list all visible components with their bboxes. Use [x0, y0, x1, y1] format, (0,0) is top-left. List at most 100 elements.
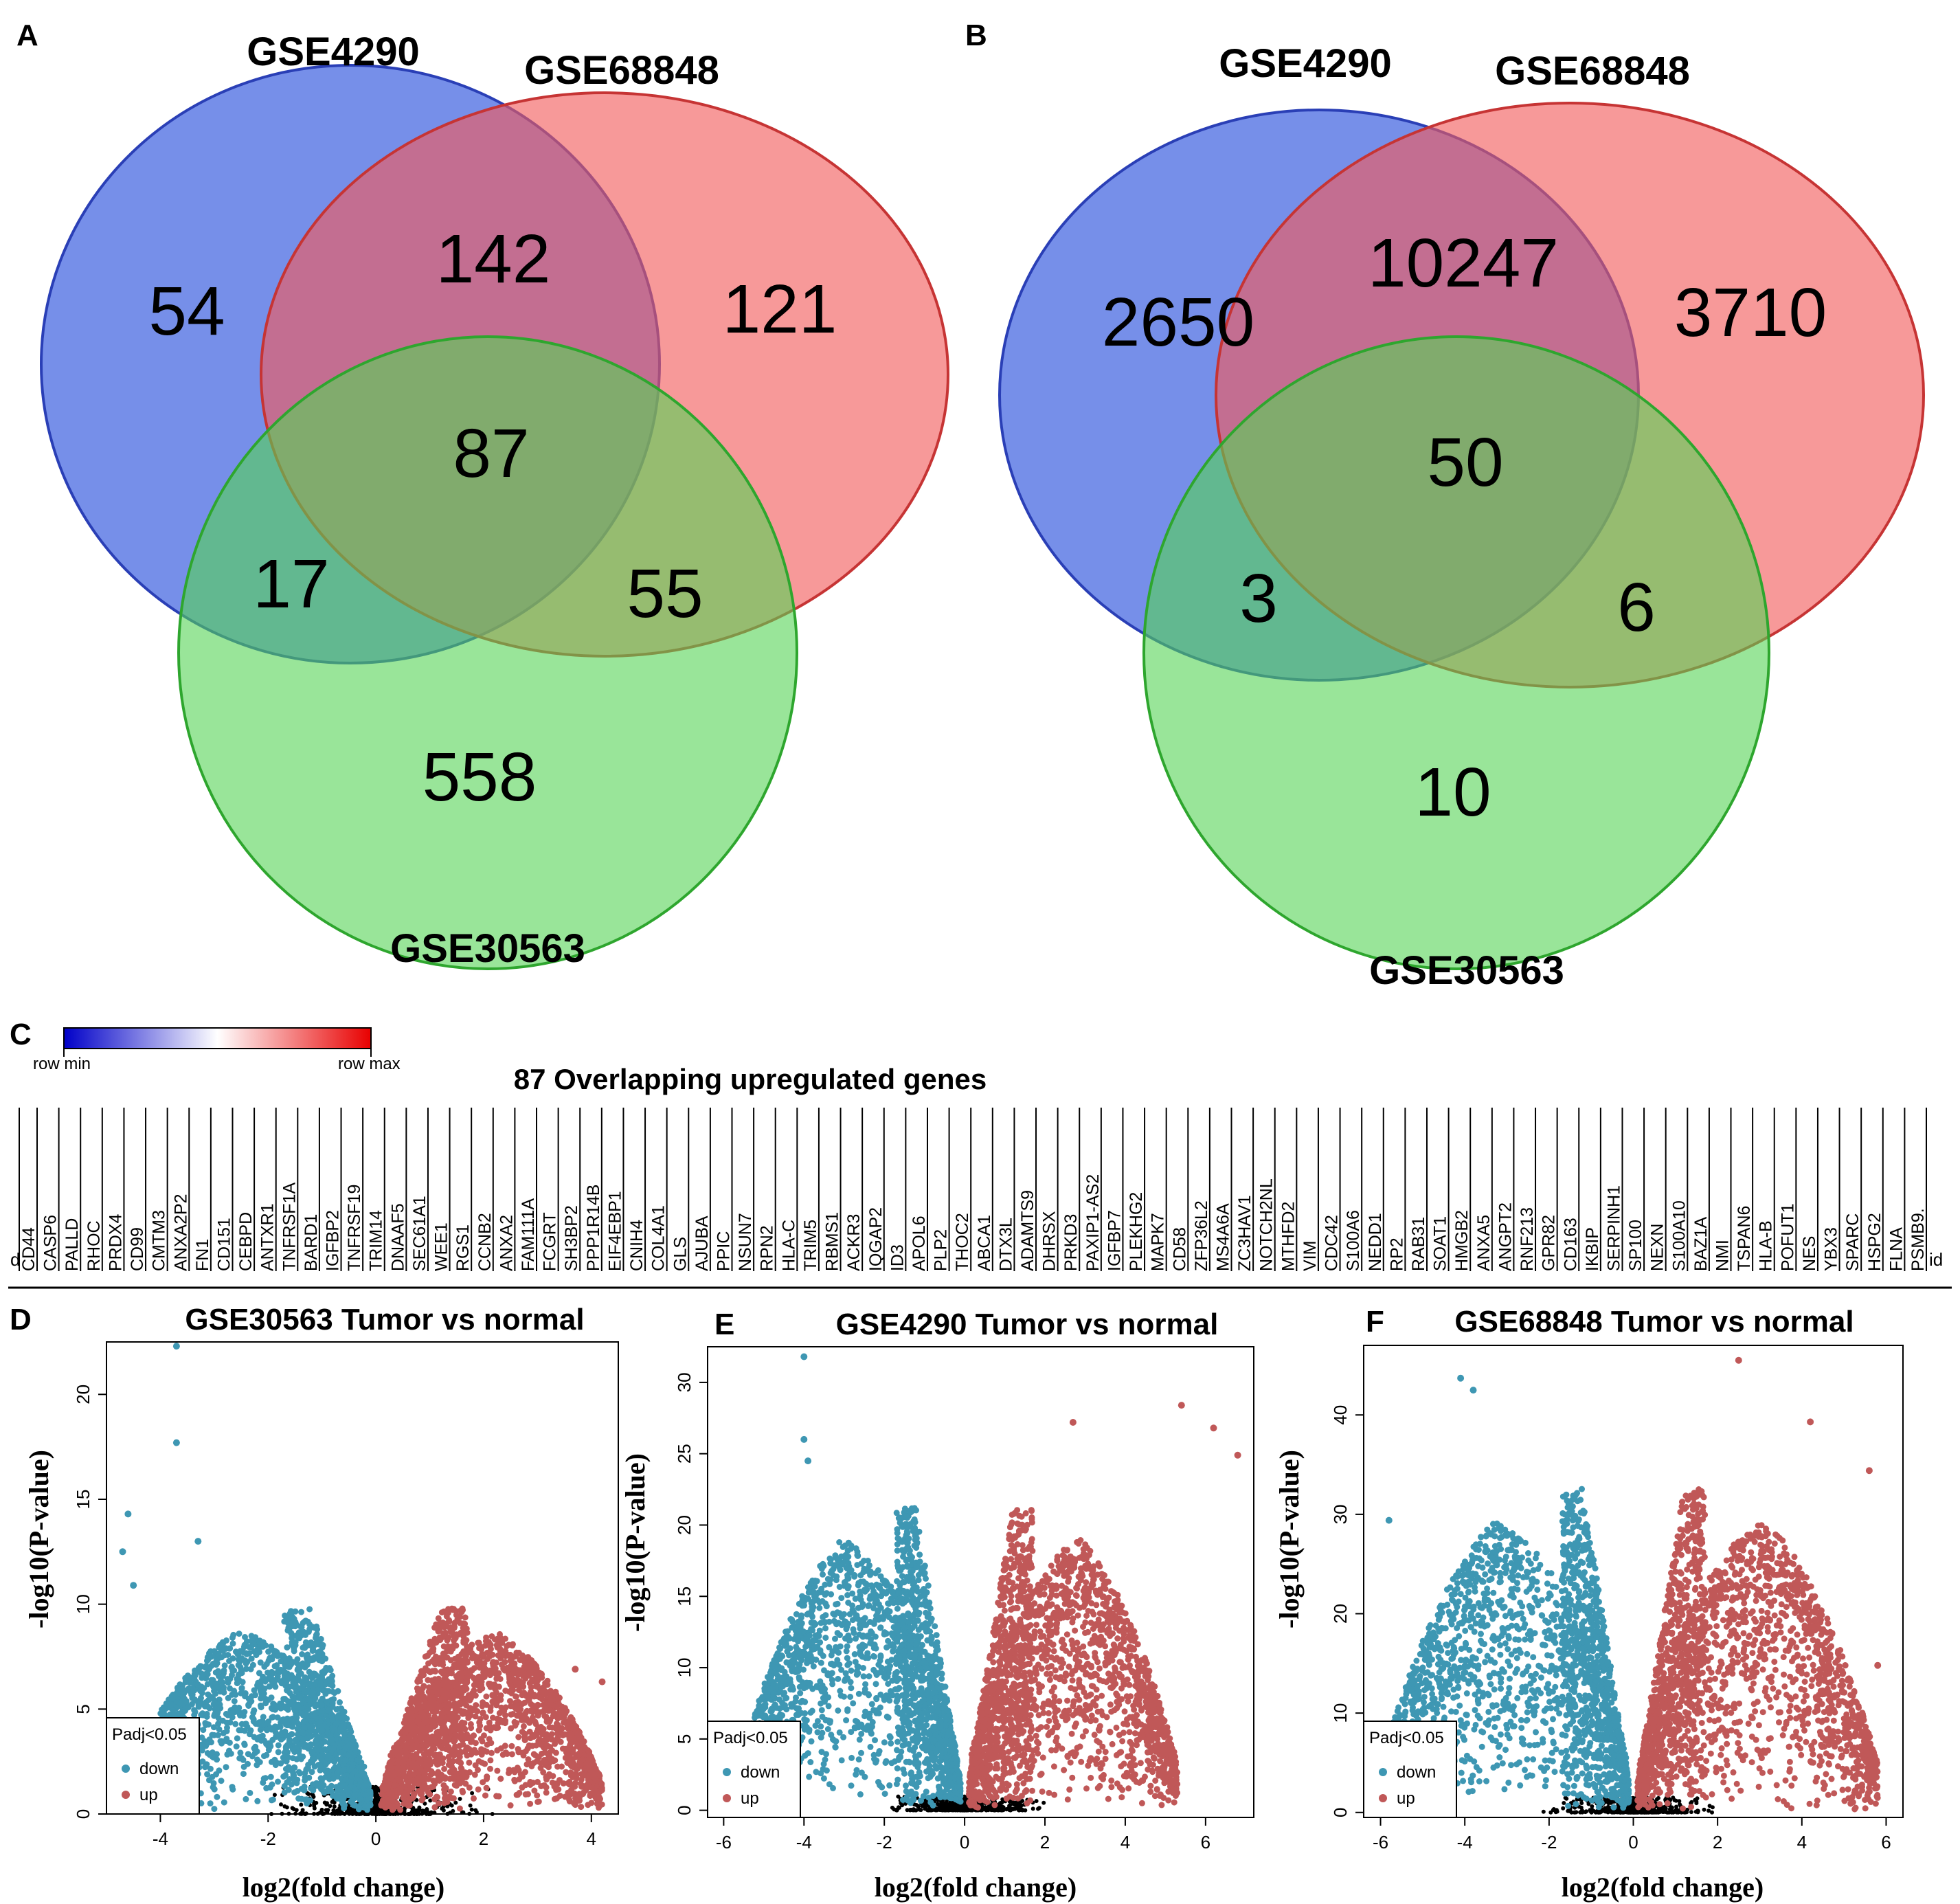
up-point	[504, 1651, 511, 1658]
up-point	[453, 1642, 460, 1649]
down-point	[325, 1688, 332, 1694]
down-point	[240, 1644, 247, 1650]
ns-point	[306, 1792, 311, 1796]
up-point	[429, 1658, 436, 1665]
panel-label-b: B	[965, 19, 987, 52]
down-point	[300, 1718, 307, 1725]
up-point	[482, 1792, 488, 1799]
down-point	[299, 1684, 306, 1691]
ns-point	[272, 1793, 277, 1797]
up-point	[471, 1795, 477, 1802]
down-point	[325, 1785, 332, 1792]
venn-a-count-gse4290-gse30563: 17	[253, 546, 329, 623]
down-point	[295, 1629, 302, 1636]
up-point	[544, 1743, 551, 1749]
down-point	[297, 1741, 304, 1748]
down-point	[232, 1704, 238, 1711]
up-point	[575, 1739, 582, 1746]
down-point	[326, 1665, 333, 1672]
down-point	[308, 1733, 315, 1740]
ns-point	[328, 1804, 333, 1808]
gene-label: WEE1	[432, 1222, 451, 1271]
gene-label: CMTM3	[150, 1210, 169, 1271]
down-point	[348, 1773, 355, 1780]
venn-a-circle-gse30563	[177, 335, 798, 970]
gene-label: ABCA1	[975, 1215, 994, 1271]
gene-label: SH3BP2	[562, 1205, 581, 1271]
down-point	[185, 1704, 192, 1711]
down-point	[177, 1700, 183, 1707]
gene-label: S100A10	[1669, 1200, 1689, 1271]
up-point	[576, 1751, 582, 1758]
down-point	[269, 1736, 276, 1743]
up-point	[428, 1784, 435, 1791]
down-point	[268, 1643, 275, 1650]
up-point	[406, 1787, 413, 1793]
up-point	[513, 1720, 520, 1727]
down-point	[304, 1696, 311, 1703]
gene-label: SP100	[1626, 1220, 1645, 1271]
gene-label: FAM111A	[519, 1198, 538, 1271]
up-point	[510, 1659, 516, 1666]
down-point	[263, 1751, 270, 1758]
down-point	[304, 1660, 311, 1667]
up-point	[519, 1692, 526, 1699]
down-point	[304, 1800, 311, 1807]
up-point	[414, 1696, 421, 1703]
up-point	[572, 1722, 578, 1729]
ns-point	[294, 1808, 299, 1813]
up-point	[555, 1786, 562, 1793]
up-point	[576, 1729, 583, 1736]
up-point	[513, 1649, 520, 1656]
down-point	[204, 1670, 211, 1677]
down-point	[300, 1729, 306, 1736]
down-point	[292, 1608, 299, 1615]
up-point	[557, 1738, 564, 1745]
down-point	[249, 1636, 256, 1643]
up-point	[528, 1763, 535, 1769]
up-point	[531, 1787, 538, 1794]
up-point	[460, 1710, 466, 1717]
down-point	[306, 1606, 313, 1613]
up-point	[515, 1734, 522, 1740]
down-point	[232, 1721, 239, 1727]
up-point	[420, 1672, 427, 1679]
down-point	[168, 1701, 174, 1708]
venn-b-count-gse4290-gse30563: 3	[1239, 560, 1278, 637]
down-point	[289, 1746, 296, 1753]
down-point	[284, 1687, 290, 1694]
down-point	[300, 1644, 306, 1651]
gene-label: RGS1	[453, 1224, 473, 1271]
up-point	[591, 1789, 598, 1795]
volcano-d-title: GSE30563 Tumor vs normal	[185, 1303, 584, 1336]
down-point	[284, 1614, 291, 1621]
up-point	[526, 1718, 533, 1725]
down-point	[236, 1631, 243, 1637]
up-point	[528, 1657, 535, 1664]
ns-point	[374, 1787, 379, 1792]
up-point	[442, 1776, 449, 1782]
down-point	[240, 1771, 247, 1778]
gene-label: PRKD3	[1061, 1214, 1081, 1271]
up-point	[435, 1615, 442, 1622]
down-point	[278, 1652, 284, 1659]
up-point	[570, 1736, 576, 1743]
up-point	[515, 1748, 522, 1755]
down-point	[230, 1631, 237, 1638]
down-point	[184, 1686, 191, 1693]
down-point	[315, 1656, 322, 1663]
up-point	[440, 1782, 447, 1789]
down-point	[264, 1727, 271, 1734]
ns-point	[428, 1798, 433, 1803]
up-point	[379, 1791, 385, 1797]
up-point	[532, 1707, 539, 1714]
up-point	[490, 1714, 496, 1721]
up-point	[394, 1776, 401, 1783]
down-point	[238, 1727, 245, 1734]
down-point	[210, 1784, 216, 1791]
up-point	[486, 1650, 493, 1657]
ns-point	[440, 1806, 444, 1811]
up-point	[430, 1645, 437, 1652]
down-point	[308, 1769, 315, 1776]
down-point	[272, 1683, 279, 1690]
